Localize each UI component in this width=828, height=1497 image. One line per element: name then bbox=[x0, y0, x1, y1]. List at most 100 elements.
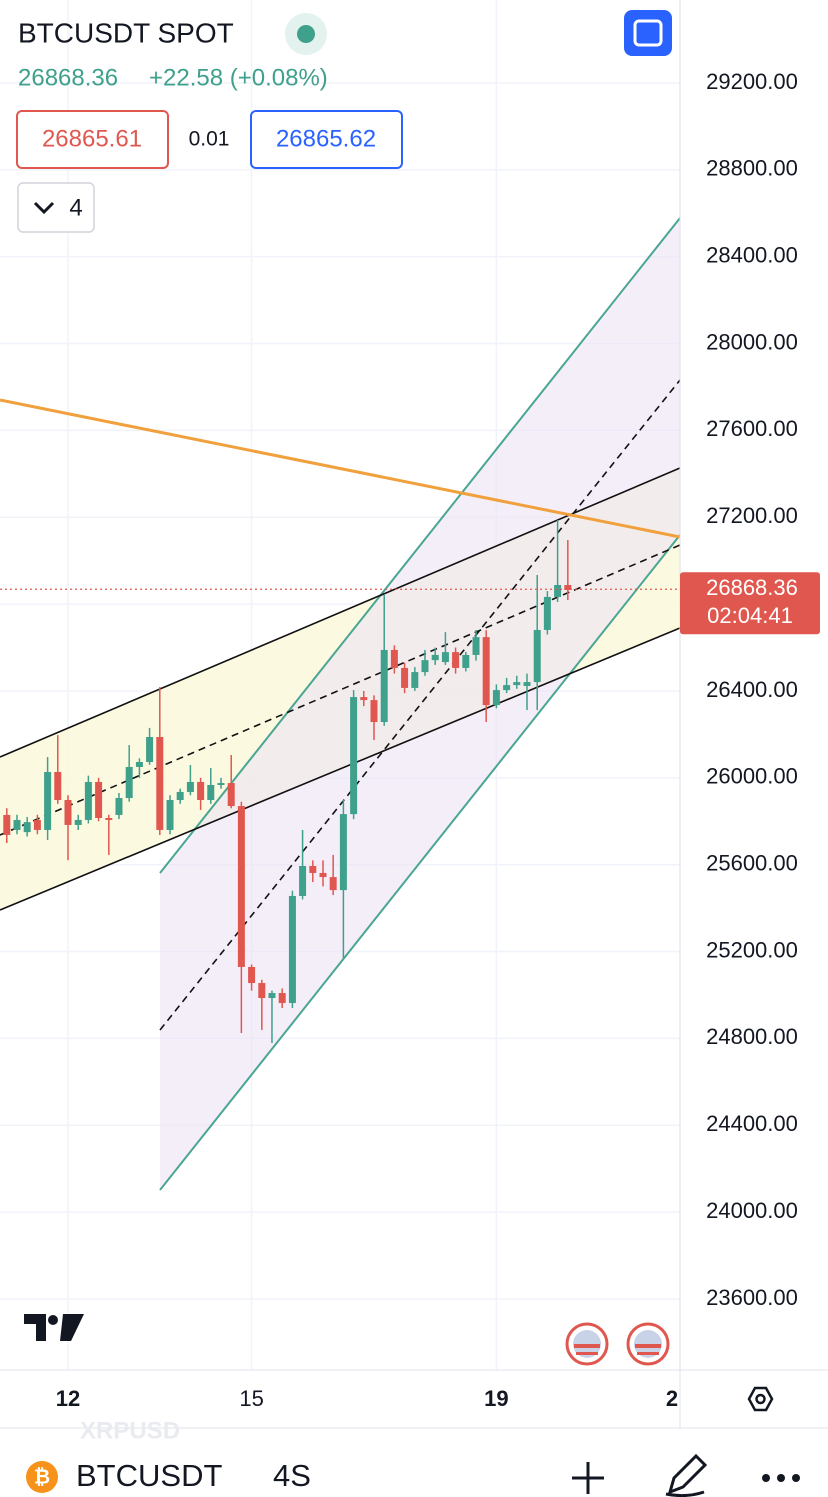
candle-body bbox=[523, 682, 531, 686]
indicator-count: 4 bbox=[69, 194, 82, 221]
price-change: +22.58 (+0.08%) bbox=[149, 64, 328, 91]
candle-body bbox=[309, 865, 317, 873]
y-tick-label: 29200.00 bbox=[706, 69, 798, 94]
candle-body bbox=[227, 783, 235, 807]
candle-body bbox=[84, 781, 92, 820]
symbol-title: BTCUSDT SPOT bbox=[18, 17, 234, 48]
candle-body bbox=[390, 649, 398, 668]
y-tick-label: 25200.00 bbox=[706, 937, 798, 962]
candle-body bbox=[3, 814, 11, 835]
last-price-label: 26868.36 bbox=[706, 575, 798, 600]
fullscreen-icon bbox=[633, 19, 663, 47]
candle-body bbox=[288, 895, 296, 1004]
y-tick-label: 28000.00 bbox=[706, 329, 798, 354]
candle-body bbox=[503, 685, 511, 691]
candle-body bbox=[217, 783, 225, 785]
add-button[interactable] bbox=[572, 1462, 604, 1494]
candle-body bbox=[135, 761, 143, 767]
coin-icon bbox=[26, 1461, 58, 1493]
last-price: 26868.36 bbox=[18, 64, 118, 91]
candle-body bbox=[452, 652, 460, 668]
candle-body bbox=[54, 771, 62, 800]
y-tick-label: 27600.00 bbox=[706, 416, 798, 441]
candle-body bbox=[166, 799, 174, 830]
candle-body bbox=[105, 818, 113, 820]
trend-line bbox=[0, 544, 680, 836]
candle-body bbox=[329, 877, 337, 891]
y-tick-label: 24000.00 bbox=[706, 1198, 798, 1223]
candle-body bbox=[431, 654, 439, 661]
candle-body bbox=[186, 781, 194, 792]
event-flag[interactable] bbox=[565, 1322, 609, 1366]
candle-body bbox=[156, 737, 164, 830]
candle-body bbox=[13, 819, 21, 830]
candle-body bbox=[339, 814, 347, 891]
y-tick-label: 28800.00 bbox=[706, 156, 798, 181]
candle-body bbox=[299, 865, 307, 896]
candle-body bbox=[95, 781, 103, 819]
candle-body bbox=[492, 690, 500, 706]
candle-body bbox=[411, 672, 419, 688]
trend-line bbox=[0, 467, 680, 758]
settings-icon bbox=[755, 1393, 766, 1405]
ask-price: 26865.62 bbox=[276, 125, 376, 152]
candle-body bbox=[319, 872, 327, 878]
candle-body bbox=[248, 966, 256, 984]
candle-body bbox=[462, 654, 470, 668]
candle-body bbox=[125, 766, 133, 799]
y-tick-label: 28400.00 bbox=[706, 242, 798, 267]
candle-body bbox=[237, 806, 245, 967]
candle-body bbox=[360, 697, 368, 701]
settings-icon[interactable] bbox=[747, 1386, 774, 1412]
candle-body bbox=[543, 596, 551, 630]
indicators-toggle[interactable] bbox=[17, 182, 95, 233]
trend-line bbox=[0, 398, 680, 539]
bid-price: 26865.61 bbox=[42, 125, 142, 152]
event-flag[interactable] bbox=[626, 1322, 670, 1366]
y-tick-label: 25600.00 bbox=[706, 851, 798, 876]
trend-line bbox=[159, 379, 680, 1031]
candles bbox=[0, 520, 680, 1043]
more-button[interactable] bbox=[762, 1474, 800, 1482]
axes: 23600.00 24000.00 24400.00 24800.00 25200.00… bbox=[56, 69, 820, 1411]
candle-body bbox=[207, 784, 215, 800]
drawings bbox=[0, 217, 680, 1191]
candle-body bbox=[268, 993, 276, 999]
candle-body bbox=[482, 637, 490, 706]
x-tick-label: 15 bbox=[239, 1386, 263, 1411]
trend-line bbox=[159, 217, 680, 874]
spread: 0.01 bbox=[189, 128, 230, 151]
last-price-tag bbox=[680, 572, 820, 635]
candle-body bbox=[564, 585, 572, 590]
y-tick-label: 27200.00 bbox=[706, 503, 798, 528]
fullscreen-button[interactable] bbox=[624, 10, 672, 56]
buy-button[interactable] bbox=[250, 110, 403, 169]
countdown: 02:04:41 bbox=[707, 603, 793, 628]
trend-line bbox=[159, 534, 680, 1191]
candle-body bbox=[278, 993, 286, 1004]
candle-body bbox=[401, 667, 409, 688]
candle-body bbox=[74, 819, 82, 825]
sell-button[interactable] bbox=[16, 110, 169, 169]
draw-button[interactable] bbox=[665, 1453, 708, 1497]
candle-body bbox=[513, 682, 521, 686]
candle-body bbox=[370, 700, 378, 723]
footer-symbol[interactable]: BTCUSDT bbox=[76, 1458, 222, 1493]
chevron-icon bbox=[33, 201, 55, 215]
candle-body bbox=[33, 819, 41, 830]
y-tick-label: 23600.00 bbox=[706, 1285, 798, 1310]
x-tick-label: 19 bbox=[484, 1386, 508, 1411]
candle-body bbox=[441, 652, 449, 663]
candle-body bbox=[380, 649, 388, 723]
y-tick-label: 24400.00 bbox=[706, 1111, 798, 1136]
y-tick-label: 24800.00 bbox=[706, 1024, 798, 1049]
x-tick-label: 12 bbox=[56, 1386, 80, 1411]
trend-line bbox=[0, 627, 680, 911]
footer-interval[interactable]: 4S bbox=[273, 1458, 311, 1493]
candle-body bbox=[115, 798, 123, 815]
candle-body bbox=[350, 697, 358, 815]
candle-body bbox=[23, 822, 31, 833]
candle-body bbox=[64, 799, 72, 825]
candle-body bbox=[197, 781, 205, 800]
